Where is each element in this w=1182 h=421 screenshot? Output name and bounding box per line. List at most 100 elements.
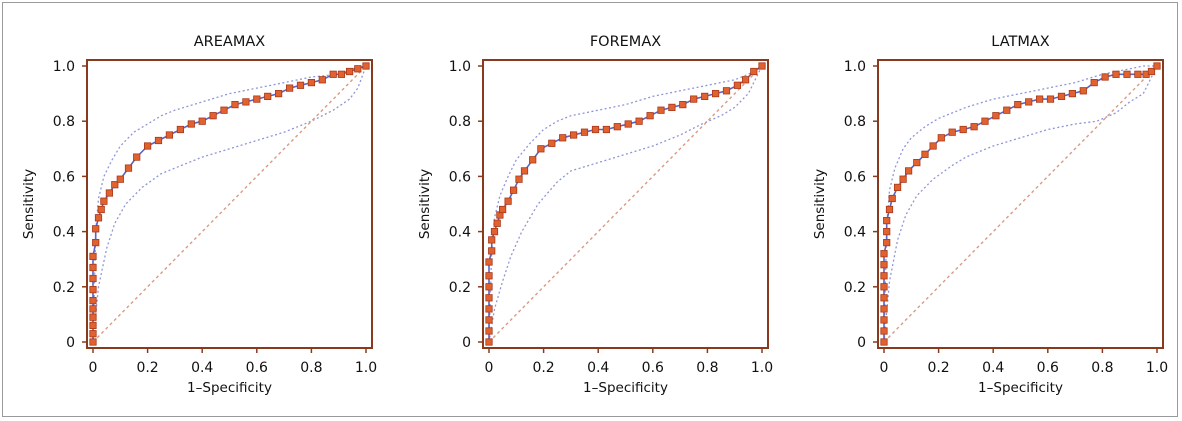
roc-data-point [111, 181, 119, 189]
roc-data-point [337, 70, 346, 78]
roc-data-point [880, 272, 888, 280]
roc-data-point [105, 189, 113, 197]
roc-data-point [89, 296, 97, 305]
roc-data-point [92, 238, 100, 247]
x-tick-label: 0.2 [136, 360, 158, 376]
roc-data-point [1123, 70, 1131, 78]
roc-data-point [537, 145, 545, 153]
diagonal-reference-line [883, 65, 1158, 343]
y-tick-label: 1.0 [449, 59, 471, 75]
roc-data-point [758, 62, 766, 70]
roc-chart-areamax: AREAMAX 0 0.2 0.4 0.6 0.8 1.0 0 0.2 0.4 0.6 0.8 1.0 1… [21, 34, 377, 396]
y-tick-label: 0.8 [844, 114, 866, 130]
y-tick-label: 0.4 [53, 225, 75, 241]
x-axis-label: 1–Specificity [187, 380, 272, 396]
roc-data-point [509, 186, 518, 194]
roc-data-point [635, 117, 643, 125]
roc-data-point [742, 76, 750, 84]
y-tick-label: 0.2 [844, 280, 866, 296]
y-tick-label: 1.0 [844, 59, 866, 75]
chart-title: FOREMAX [590, 34, 661, 50]
roc-data-point [880, 283, 888, 291]
roc-data-point [498, 205, 507, 214]
roc-data-point [880, 316, 888, 324]
x-tick-label: 1.0 [1146, 360, 1168, 376]
roc-data-point [485, 283, 493, 291]
confidence-band-upper [92, 65, 367, 343]
roc-data-point [548, 139, 556, 147]
roc-data-point [613, 123, 621, 131]
roc-data-point [143, 142, 152, 150]
roc-data-point [1112, 70, 1120, 78]
roc-data-point [89, 305, 97, 313]
y-tick-label: 0 [462, 335, 471, 351]
y-tick-label: 0.4 [449, 225, 471, 241]
roc-data-point [657, 106, 665, 114]
roc-data-point [880, 327, 888, 335]
roc-data-point [220, 106, 228, 114]
roc-data-point [97, 205, 105, 214]
x-axis-label: 1–Specificity [978, 380, 1063, 396]
x-tick-label: 0 [89, 360, 98, 376]
roc-data-point [133, 153, 141, 161]
roc-data-point [905, 167, 913, 175]
roc-data-point [307, 79, 316, 87]
roc-data-point [485, 327, 493, 335]
roc-data-point [92, 225, 100, 233]
x-tick-label: 0.8 [300, 360, 322, 376]
roc-data-point [679, 101, 687, 109]
y-tick-label: 0 [66, 335, 75, 351]
roc-data-point [1090, 79, 1098, 87]
roc-data-point [485, 294, 493, 302]
y-tick-label: 0.2 [53, 280, 75, 296]
roc-data-point [176, 125, 184, 134]
roc-data-point [602, 125, 611, 134]
roc-data-point [264, 92, 272, 100]
roc-data-point [1046, 95, 1055, 103]
x-tick-label: 0.4 [191, 360, 213, 376]
roc-data-point [515, 175, 523, 183]
roc-data-point [354, 65, 362, 73]
roc-data-point [1134, 70, 1142, 78]
roc-data-point [981, 117, 989, 125]
diagonal-reference-line [92, 65, 367, 343]
y-tick-label: 0 [857, 335, 866, 351]
roc-data-point [165, 131, 173, 139]
roc-data-point [504, 197, 512, 205]
x-tick-label: 0 [485, 360, 494, 376]
roc-data-point [559, 134, 567, 142]
roc-data-point [959, 125, 967, 134]
roc-data-point [154, 136, 163, 145]
x-tick-label: 0.6 [246, 360, 268, 376]
roc-data-point [485, 258, 493, 266]
roc-data-point [242, 98, 250, 106]
roc-data-point [89, 252, 97, 260]
x-axis-label: 1–Specificity [583, 380, 668, 396]
roc-data-point [1036, 95, 1044, 103]
x-tick-label: 1.0 [355, 360, 377, 376]
roc-data-point [888, 194, 896, 203]
roc-data-point [570, 131, 578, 139]
roc-data-point [1014, 101, 1022, 109]
roc-data-point [992, 112, 1000, 120]
roc-data-point [1079, 87, 1087, 95]
x-tick-label: 0.8 [696, 360, 718, 376]
roc-data-point [520, 167, 529, 175]
roc-data-point [285, 84, 294, 92]
roc-data-point [701, 92, 709, 100]
roc-data-point [722, 87, 731, 95]
y-axis-label: Sensitivity [417, 169, 433, 239]
y-tick-label: 0.6 [844, 169, 866, 185]
roc-chart-foremax: FOREMAX 0 0.2 0.4 0.6 0.8 1.0 0 0.2 0.4 0.6 0.8 1.0 1… [417, 34, 773, 396]
y-tick-label: 0.6 [449, 169, 471, 185]
x-tick-label: 0.2 [532, 360, 554, 376]
chart-title: AREAMAX [194, 34, 266, 50]
roc-data-point [485, 316, 493, 324]
roc-data-point [253, 95, 261, 103]
roc-data-point [100, 197, 108, 205]
roc-data-point [198, 117, 206, 125]
roc-data-point [488, 247, 496, 255]
y-tick-label: 0.4 [844, 225, 866, 241]
roc-data-point [209, 112, 217, 120]
x-tick-label: 0.6 [642, 360, 664, 376]
